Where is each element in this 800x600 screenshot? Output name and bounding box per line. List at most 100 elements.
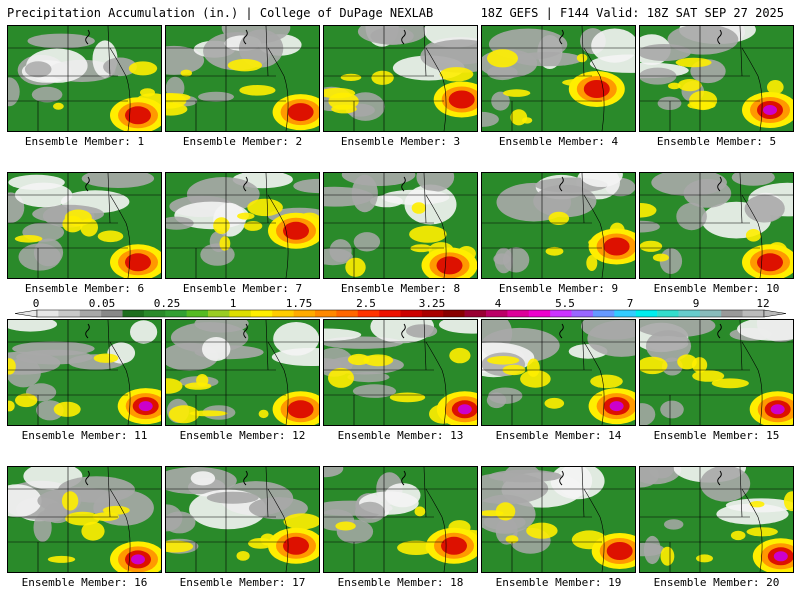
ensemble-member-label: Ensemble Member: 1 — [24, 135, 145, 148]
colorbar-segment — [143, 310, 166, 317]
colorbar-segment — [486, 310, 508, 317]
colorbar-segment — [400, 310, 423, 317]
colorbar-segment — [721, 310, 743, 317]
colorbar-tick-label: 12 — [756, 297, 770, 310]
colorbar-tick-label: 1.75 — [285, 297, 313, 310]
colorbar-tick-label: 3.25 — [418, 297, 446, 310]
ensemble-panel: Ensemble Member: 20 — [639, 466, 794, 589]
precip-map — [7, 319, 162, 426]
ensemble-member-label: Ensemble Member: 16 — [21, 576, 148, 589]
ensemble-member-label: Ensemble Member: 4 — [498, 135, 619, 148]
ensemble-member-label: Ensemble Member: 3 — [340, 135, 461, 148]
ensemble-member-label: Ensemble Member: 7 — [182, 282, 303, 295]
ensemble-member-label: Ensemble Member: 2 — [182, 135, 303, 148]
precip-map — [639, 25, 794, 132]
precip-map — [323, 319, 478, 426]
ensemble-panel: Ensemble Member: 2 — [165, 25, 320, 148]
ensemble-panel: Ensemble Member: 1 — [7, 25, 162, 148]
ensemble-member-label: Ensemble Member: 17 — [179, 576, 306, 589]
ensemble-member-label: Ensemble Member: 11 — [21, 429, 148, 442]
colorbar-segment — [336, 310, 359, 317]
colorbar-segment — [550, 310, 572, 317]
precip-map — [639, 319, 794, 426]
ensemble-member-label: Ensemble Member: 13 — [337, 429, 464, 442]
colorbar-segment — [293, 310, 316, 317]
ensemble-member-label: Ensemble Member: 15 — [653, 429, 780, 442]
colorbar-segment — [272, 310, 294, 317]
colorbar-segment — [742, 310, 765, 317]
precip-map — [323, 172, 478, 279]
colorbar-segment — [208, 310, 230, 317]
precip-map — [639, 466, 794, 573]
precipitation-colorbar — [14, 309, 787, 318]
colorbar-tick-label: 0.25 — [153, 297, 181, 310]
colorbar-segment — [528, 310, 551, 317]
ensemble-member-label: Ensemble Member: 18 — [337, 576, 464, 589]
ensemble-member-label: Ensemble Member: 9 — [498, 282, 619, 295]
ensemble-member-label: Ensemble Member: 12 — [179, 429, 306, 442]
ensemble-panel: Ensemble Member: 6 — [7, 172, 162, 295]
colorbar-tick-label: 2.5 — [356, 297, 376, 310]
ensemble-panel: Ensemble Member: 15 — [639, 319, 794, 442]
colorbar-segment — [507, 310, 530, 317]
colorbar-tick-label: 5.5 — [555, 297, 575, 310]
colorbar-tick-label: 0.05 — [88, 297, 116, 310]
colorbar-segment — [635, 310, 658, 317]
model-valid-time: 18Z GEFS | F144 Valid: 18Z SAT SEP 27 20… — [480, 6, 784, 20]
precip-map — [7, 466, 162, 573]
precip-map — [481, 25, 636, 132]
precip-map — [323, 466, 478, 573]
ensemble-member-label: Ensemble Member: 20 — [653, 576, 780, 589]
precip-map — [481, 466, 636, 573]
colorbar-segment — [571, 310, 594, 317]
colorbar-left-arrow — [14, 309, 38, 318]
map-title: Precipitation Accumulation (in.) | Colle… — [7, 6, 434, 20]
colorbar-tick-label: 1 — [229, 297, 237, 310]
colorbar-segment — [443, 310, 465, 317]
colorbar-segment — [101, 310, 123, 317]
ensemble-member-label: Ensemble Member: 6 — [24, 282, 145, 295]
ensemble-member-label: Ensemble Member: 5 — [656, 135, 777, 148]
colorbar-segment — [250, 310, 273, 317]
colorbar-segment — [592, 310, 615, 317]
precip-map — [323, 25, 478, 132]
precip-map — [165, 466, 320, 573]
ensemble-panel: Ensemble Member: 7 — [165, 172, 320, 295]
colorbar-segment — [379, 310, 401, 317]
ensemble-panel: Ensemble Member: 13 — [323, 319, 478, 442]
colorbar-segment — [79, 310, 102, 317]
ensemble-panel: Ensemble Member: 3 — [323, 25, 478, 148]
ensemble-panel: Ensemble Member: 18 — [323, 466, 478, 589]
ensemble-panel: Ensemble Member: 9 — [481, 172, 636, 295]
ensemble-member-label: Ensemble Member: 19 — [495, 576, 622, 589]
precip-map — [165, 172, 320, 279]
precip-map — [7, 25, 162, 132]
colorbar-segment — [421, 310, 444, 317]
ensemble-panel: Ensemble Member: 4 — [481, 25, 636, 148]
ensemble-panel: Ensemble Member: 12 — [165, 319, 320, 442]
precip-map — [639, 172, 794, 279]
colorbar-segment — [657, 310, 679, 317]
colorbar-segment — [37, 310, 59, 317]
ensemble-panel: Ensemble Member: 19 — [481, 466, 636, 589]
colorbar-segment — [464, 310, 487, 317]
colorbar-segment — [699, 310, 722, 317]
colorbar-segment — [614, 310, 636, 317]
colorbar-right-arrow — [763, 309, 787, 318]
colorbar-tick-label: 9 — [692, 297, 700, 310]
ensemble-panel: Ensemble Member: 8 — [323, 172, 478, 295]
ensemble-panel: Ensemble Member: 5 — [639, 25, 794, 148]
colorbar-segment — [357, 310, 380, 317]
ensemble-panel: Ensemble Member: 17 — [165, 466, 320, 589]
precip-map — [165, 25, 320, 132]
precip-map — [481, 172, 636, 279]
colorbar-tick-label: 0 — [32, 297, 40, 310]
colorbar-tick-label: 7 — [626, 297, 634, 310]
ensemble-panel: Ensemble Member: 16 — [7, 466, 162, 589]
colorbar-segment — [165, 310, 187, 317]
ensemble-panel: Ensemble Member: 10 — [639, 172, 794, 295]
colorbar-segment — [314, 310, 337, 317]
colorbar-segment — [58, 310, 81, 317]
colorbar-segment — [122, 310, 145, 317]
ensemble-member-label: Ensemble Member: 14 — [495, 429, 622, 442]
